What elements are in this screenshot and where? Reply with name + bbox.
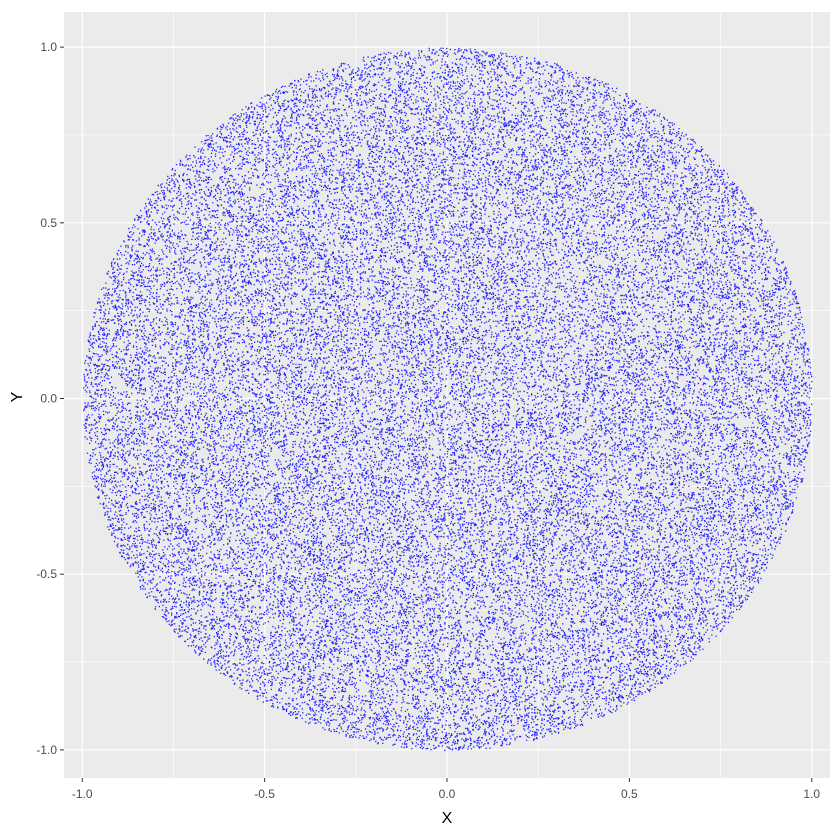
y-axis-ticks: -1.0 -0.5 0.0 0.5 1.0 xyxy=(36,40,64,757)
y-tick-label: -0.5 xyxy=(36,567,57,581)
data-points xyxy=(83,47,813,752)
y-tick-label: -1.0 xyxy=(36,743,57,757)
x-tick-label: -1.0 xyxy=(72,787,93,801)
x-tick-label: -0.5 xyxy=(254,787,275,801)
scatter-points-disk xyxy=(83,47,813,752)
x-tick-label: 1.0 xyxy=(803,787,820,801)
y-tick-label: 1.0 xyxy=(40,40,57,54)
y-axis-title: Y xyxy=(9,391,26,402)
x-axis-title: X xyxy=(442,810,453,827)
grid-major xyxy=(64,12,830,778)
x-tick-label: 0.5 xyxy=(621,787,638,801)
x-tick-label: 0.0 xyxy=(439,787,456,801)
y-tick-label: 0.0 xyxy=(40,392,57,406)
y-tick-label: 0.5 xyxy=(40,216,57,230)
x-axis-ticks: -1.0 -0.5 0.0 0.5 1.0 xyxy=(72,778,820,801)
